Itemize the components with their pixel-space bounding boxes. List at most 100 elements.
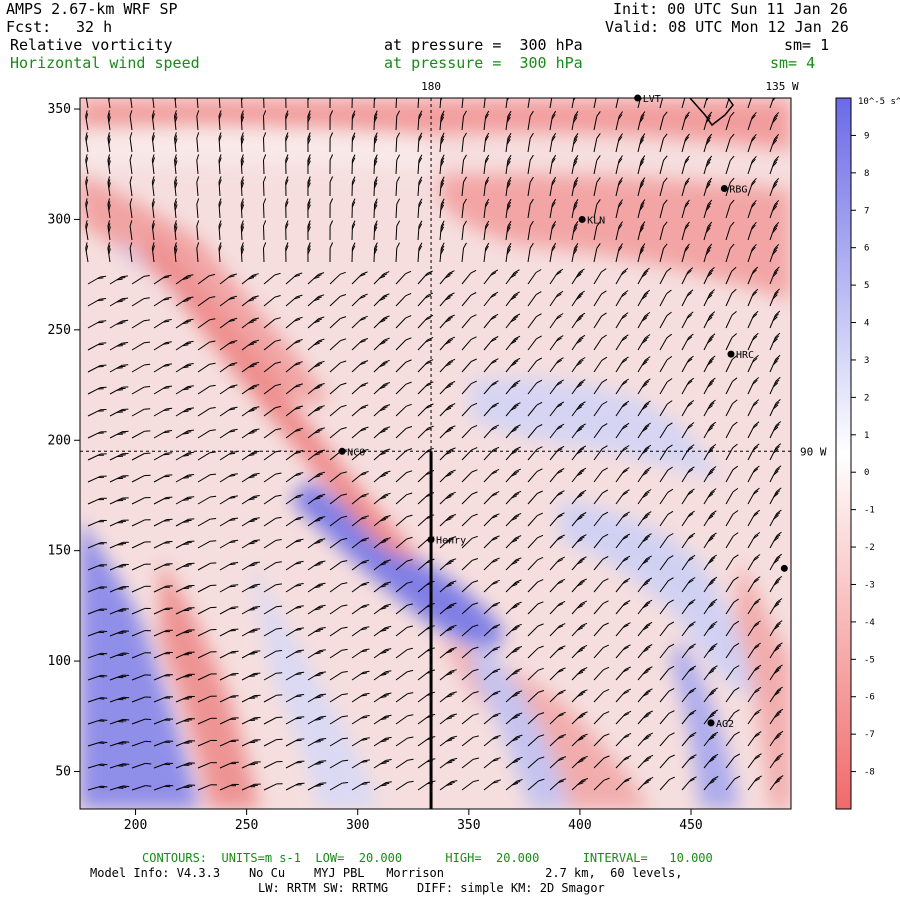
wind-barb-flag <box>151 176 155 183</box>
wind-barb-flag <box>274 361 282 364</box>
wind-barb-flag <box>231 362 238 365</box>
wind-barb-flag <box>490 360 497 365</box>
wind-barb-flag <box>686 314 693 319</box>
wind-barb-flag <box>688 690 695 694</box>
wind-barb-flag <box>448 693 455 696</box>
wind-barb-flag <box>711 554 717 559</box>
wind-barb <box>659 470 669 483</box>
colorbar-tick-label: 7 <box>864 206 869 216</box>
wind-barb-flag <box>449 403 456 407</box>
wind-barb-flag <box>449 336 456 341</box>
wind-barb-flag <box>618 111 624 117</box>
wind-barb <box>593 226 598 241</box>
wind-barb-flag <box>644 311 651 317</box>
wind-barb-flag <box>511 782 518 786</box>
wind-barb-flag <box>707 405 713 410</box>
wind-barb-flag <box>775 556 781 561</box>
wind-barb-flag <box>640 177 646 183</box>
wind-barb-flag <box>712 776 719 780</box>
wind-barb-flag <box>640 155 646 161</box>
wind-barb <box>263 429 276 439</box>
wind-barb-flag <box>444 297 451 301</box>
wind-barb-flag <box>755 620 761 625</box>
wind-barb-flag <box>618 243 624 249</box>
wind-barb-flag <box>647 732 654 737</box>
wind-barb-flag <box>493 468 500 473</box>
wind-barb-flag <box>210 495 217 498</box>
wind-barb-flag <box>513 515 520 519</box>
wind-barb-flag <box>708 291 714 297</box>
wind-barb-flag <box>687 491 694 496</box>
wind-barb-flag <box>339 271 346 275</box>
wind-barb-flag <box>641 295 647 300</box>
colorbar-tick-label: 1 <box>864 431 869 441</box>
wind-barb-flag <box>446 783 453 786</box>
wind-barb-flag <box>529 220 534 227</box>
wind-barb-flag <box>425 294 432 299</box>
wind-barb-flag <box>507 198 512 205</box>
wind-barb-flag <box>506 204 511 211</box>
wind-barb <box>659 712 670 725</box>
wind-barb-flag <box>119 277 126 279</box>
wind-barb-flag <box>775 421 782 426</box>
wind-barb-flag <box>515 535 522 539</box>
y-tick-label: 350 <box>48 102 71 117</box>
wind-barb-flag <box>98 742 105 744</box>
wind-barb-flag <box>294 518 301 521</box>
wind-barb-flag <box>374 113 378 120</box>
wind-barb-flag <box>307 182 311 189</box>
wind-barb <box>615 98 619 109</box>
wind-barb-flag <box>285 157 289 164</box>
wind-barb-flag <box>687 358 693 363</box>
wind-barb-flag <box>448 604 455 608</box>
wind-barb-flag <box>645 466 652 471</box>
wind-barb <box>593 691 604 703</box>
wind-barb-flag <box>425 339 432 343</box>
wind-barb-flag <box>512 382 519 387</box>
wind-barb-flag <box>329 110 334 117</box>
wind-barb-flag <box>380 718 387 721</box>
wind-barb <box>395 671 408 681</box>
wind-barb-flag <box>708 269 714 275</box>
wind-barb-flag <box>516 734 523 738</box>
wind-barb <box>527 294 537 307</box>
wind-barb-flag <box>380 762 387 765</box>
wind-barb-flag <box>381 295 388 299</box>
wind-barb-flag <box>240 179 244 186</box>
wind-barb <box>329 472 342 483</box>
wind-barb-flag <box>218 110 222 117</box>
wind-barb-flag <box>307 242 311 249</box>
wind-barb <box>395 450 407 461</box>
wind-barb-flag <box>755 598 761 603</box>
wind-barb-flag <box>210 540 217 542</box>
wind-barb-flag <box>472 602 479 606</box>
wind-barb-flag <box>108 116 111 123</box>
wind-barb-flag <box>574 133 579 139</box>
wind-barb-flag <box>710 443 717 449</box>
wind-barb-flag <box>317 761 324 764</box>
wind-barb-flag <box>560 734 567 737</box>
wind-barb-flag <box>557 780 564 784</box>
wind-barb-flag <box>707 294 713 300</box>
wind-barb-flag <box>709 468 715 474</box>
wind-barb-flag <box>101 674 108 677</box>
wind-barb-flag <box>602 445 608 450</box>
wind-barb-flag <box>315 274 322 278</box>
wind-barb-flag <box>294 385 301 388</box>
wind-barb <box>659 690 670 703</box>
wind-barb-flag <box>581 667 588 671</box>
wind-barb <box>659 381 668 395</box>
wind-barb-flag <box>622 536 629 540</box>
wind-barb-flag <box>515 512 522 517</box>
wind-barb-flag <box>359 340 366 343</box>
wind-barb-flag <box>307 201 311 208</box>
wind-barb <box>769 98 775 109</box>
wind-barb-flag <box>484 135 489 142</box>
wind-barb <box>131 364 145 373</box>
wind-barb-flag <box>379 430 386 434</box>
wind-barb-flag <box>622 513 629 518</box>
wind-barb <box>129 204 133 219</box>
wind-barb-flag <box>85 157 89 164</box>
wind-barb-flag <box>551 132 557 139</box>
